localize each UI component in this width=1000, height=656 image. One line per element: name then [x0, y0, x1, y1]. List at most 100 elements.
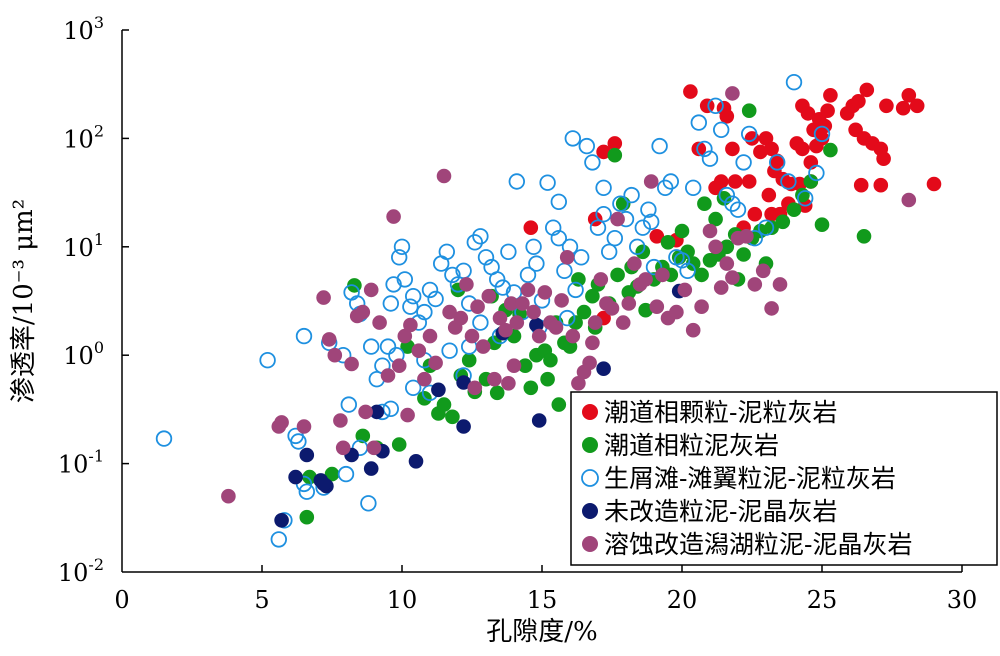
- data-point: [475, 339, 491, 354]
- data-point: [400, 407, 415, 423]
- data-point: [587, 211, 603, 227]
- data-point: [321, 332, 337, 347]
- data-point: [456, 375, 471, 390]
- data-point: [820, 103, 835, 118]
- data-point: [403, 317, 418, 333]
- data-point: [610, 267, 625, 283]
- data-point: [382, 295, 400, 312]
- data-point: [559, 249, 575, 265]
- data-point: [477, 249, 495, 266]
- data-point: [655, 267, 670, 283]
- data-point: [436, 397, 452, 412]
- legend-box: [570, 391, 998, 566]
- data-point: [416, 303, 433, 321]
- data-point: [694, 267, 709, 283]
- data-point: [470, 299, 485, 315]
- data-point: [464, 328, 480, 344]
- data-point: [607, 147, 623, 163]
- data-point: [724, 195, 741, 212]
- data-point: [333, 413, 348, 428]
- data-point: [708, 239, 723, 255]
- legend: 潮道相颗粒-泥粒灰岩潮道相粒泥灰岩生屑滩-滩翼粒泥-泥粒灰岩未改造粒泥-泥晶灰岩…: [570, 391, 998, 566]
- legend-marker: [582, 437, 598, 453]
- data-point: [551, 397, 567, 412]
- data-point: [669, 304, 684, 320]
- data-point: [501, 376, 516, 391]
- data-point: [708, 211, 723, 227]
- data-point: [517, 358, 533, 374]
- data-point: [683, 84, 698, 99]
- data-point: [803, 174, 819, 189]
- series-1: [523, 82, 942, 326]
- data-point: [651, 137, 668, 155]
- data-point: [587, 315, 603, 330]
- data-point: [817, 118, 833, 134]
- data-point: [607, 136, 623, 151]
- data-point: [526, 304, 541, 320]
- legend-marker: [582, 536, 598, 552]
- data-point: [775, 214, 791, 230]
- data-point: [601, 243, 618, 261]
- data-point: [909, 98, 925, 114]
- data-point: [344, 356, 359, 372]
- data-point: [554, 293, 569, 308]
- data-point: [610, 211, 625, 227]
- data-point: [643, 174, 659, 189]
- data-point: [529, 317, 544, 333]
- data-point: [627, 256, 642, 271]
- data-point: [578, 137, 596, 155]
- data-point: [696, 140, 713, 158]
- data-point: [747, 206, 763, 222]
- data-point: [302, 469, 317, 485]
- legend-label: 潮道相颗粒-泥粒灰岩: [604, 398, 837, 427]
- data-point: [800, 106, 816, 121]
- data-point: [324, 466, 340, 482]
- data-point: [386, 209, 401, 224]
- data-point: [761, 187, 777, 203]
- data-point: [274, 415, 289, 430]
- data-point: [537, 285, 553, 300]
- data-point: [543, 352, 558, 368]
- x-tick-label: 10: [387, 586, 418, 614]
- data-point: [873, 177, 889, 193]
- x-tick-label: 15: [527, 586, 558, 614]
- data-point: [550, 193, 568, 211]
- data-point: [408, 454, 424, 469]
- data-point: [528, 255, 545, 272]
- data-point: [548, 320, 564, 335]
- data-point: [679, 262, 696, 280]
- data-point: [808, 164, 825, 182]
- data-point: [719, 109, 735, 124]
- data-point: [585, 335, 600, 351]
- data-point: [481, 288, 497, 304]
- data-points: [155, 73, 942, 548]
- data-point: [316, 290, 331, 305]
- data-point: [472, 314, 489, 331]
- data-point: [701, 150, 719, 167]
- data-point: [707, 97, 724, 115]
- data-point: [755, 263, 771, 279]
- data-point: [699, 98, 715, 114]
- data-point: [718, 186, 736, 204]
- data-point: [422, 328, 438, 344]
- data-point: [786, 202, 802, 217]
- data-point: [769, 154, 786, 171]
- data-point: [337, 465, 355, 483]
- data-point: [540, 371, 555, 387]
- data-point: [747, 277, 763, 292]
- data-point: [741, 174, 757, 189]
- data-point: [456, 419, 471, 434]
- data-point: [649, 299, 665, 315]
- data-point: [660, 235, 676, 250]
- data-point: [379, 338, 397, 355]
- data-point: [525, 238, 542, 256]
- data-point: [453, 310, 469, 326]
- data-point: [380, 368, 396, 383]
- data-point: [757, 219, 775, 236]
- data-point: [270, 531, 288, 548]
- data-point: [576, 304, 592, 320]
- data-point: [690, 114, 708, 131]
- data-point: [797, 190, 814, 207]
- data-point: [436, 168, 452, 184]
- data-point: [396, 271, 414, 288]
